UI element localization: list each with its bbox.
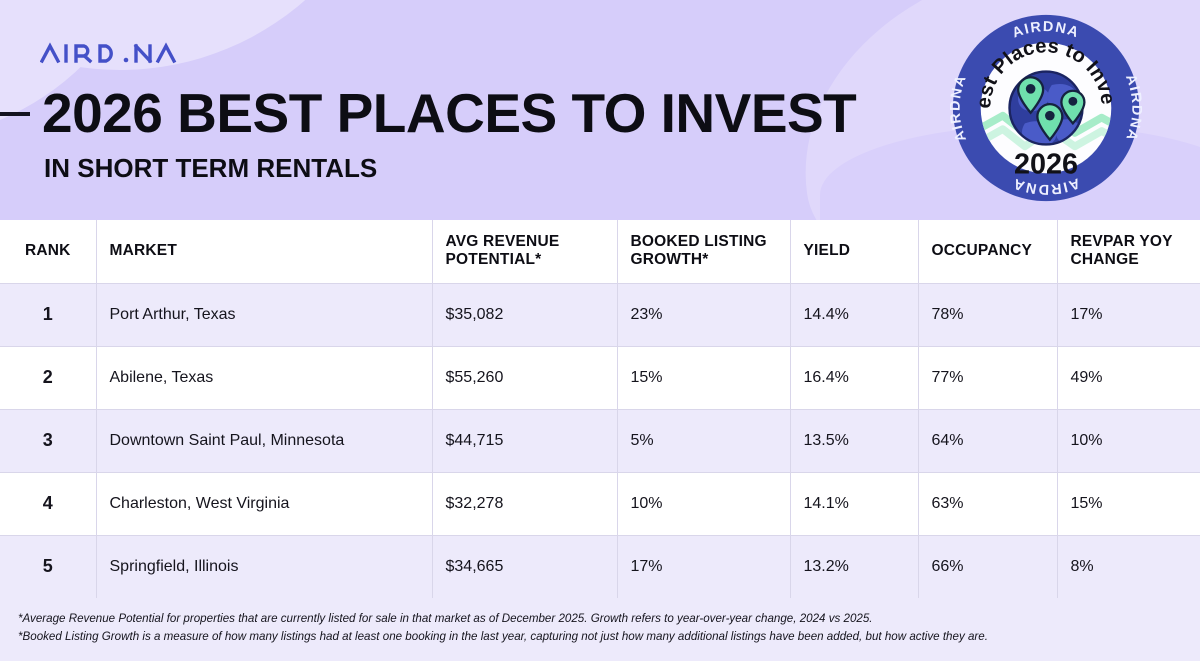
column-header-booked-listing-growth: BOOKED LISTING GROWTH* (617, 220, 791, 284)
cell-market: Downtown Saint Paul, Minnesota (96, 409, 433, 473)
badge-year: 2026 (1014, 148, 1078, 180)
cell-booked-listing-growth: 15% (617, 346, 791, 410)
cell-booked-listing-growth: 17% (617, 535, 791, 599)
cell-yield: 14.4% (790, 283, 919, 347)
cell-market: Springfield, Illinois (96, 535, 433, 599)
best-places-to-invest-badge: AIRDNA AIRDNA AIRDNA AIRDNA (943, 0, 1143, 204)
cell-revpar-yoy-change: 10% (1057, 409, 1200, 473)
footnote-booked-listing-growth: *Booked Listing Growth is a measure of h… (18, 629, 988, 643)
header-banner: 2026 BEST PLACES TO INVEST IN SHORT TERM… (0, 0, 1200, 220)
cell-revpar-yoy-change: 8% (1057, 535, 1200, 599)
column-header-revpar-yoy-change: REVPAR YOY CHANGE (1057, 220, 1200, 284)
table-row: 1 Port Arthur, Texas $35,082 23% 14.4% 7… (0, 283, 1200, 347)
cell-market: Charleston, West Virginia (96, 472, 433, 536)
column-header-occupancy: OCCUPANCY (918, 220, 1058, 284)
badge-map-pin-icons (1017, 76, 1086, 142)
cell-rank: 2 (0, 346, 97, 410)
cell-rank: 1 (0, 283, 97, 347)
rankings-table: RANK MARKET AVG REVENUE POTENTIAL* BOOKE… (0, 220, 1200, 599)
page-title: 2026 BEST PLACES TO INVEST (42, 82, 857, 144)
airdna-logo-icon (40, 42, 177, 64)
cell-booked-listing-growth: 10% (617, 472, 791, 536)
cell-avg-revenue-potential: $35,082 (432, 283, 618, 347)
cell-avg-revenue-potential: $44,715 (432, 409, 618, 473)
badge-ring-text-right: AIRDNA (1122, 72, 1142, 144)
cell-booked-listing-growth: 23% (617, 283, 791, 347)
table-header-row: RANK MARKET AVG REVENUE POTENTIAL* BOOKE… (0, 220, 1200, 284)
cell-yield: 16.4% (790, 346, 919, 410)
badge-ring-text-left: AIRDNA (950, 72, 970, 144)
cell-revpar-yoy-change: 15% (1057, 472, 1200, 536)
table-row: 3 Downtown Saint Paul, Minnesota $44,715… (0, 409, 1200, 473)
cell-avg-revenue-potential: $34,665 (432, 535, 618, 599)
cell-occupancy: 63% (918, 472, 1058, 536)
cell-avg-revenue-potential: $32,278 (432, 472, 618, 536)
cell-market: Abilene, Texas (96, 346, 433, 410)
cell-rank: 4 (0, 472, 97, 536)
badge-ring-text-top: AIRDNA (1010, 19, 1082, 42)
airdna-logo (40, 40, 180, 68)
title-accent-dash (0, 112, 30, 116)
cell-yield: 13.5% (790, 409, 919, 473)
badge-icon: AIRDNA AIRDNA AIRDNA AIRDNA (943, 0, 1143, 202)
cell-occupancy: 78% (918, 283, 1058, 347)
column-header-rank: RANK (0, 220, 97, 284)
cell-market: Port Arthur, Texas (96, 283, 433, 347)
column-header-avg-revenue-potential: AVG REVENUE POTENTIAL* (432, 220, 618, 284)
column-header-market: MARKET (96, 220, 433, 284)
footnotes-section: *Average Revenue Potential for propertie… (0, 598, 1200, 661)
table-row: 2 Abilene, Texas $55,260 15% 16.4% 77% 4… (0, 346, 1200, 410)
table-row: 5 Springfield, Illinois $34,665 17% 13.2… (0, 535, 1200, 599)
cell-revpar-yoy-change: 17% (1057, 283, 1200, 347)
footnote-avg-revenue-potential: *Average Revenue Potential for propertie… (18, 612, 873, 625)
cell-yield: 13.2% (790, 535, 919, 599)
cell-rank: 3 (0, 409, 97, 473)
column-header-yield: YIELD (790, 220, 919, 284)
cell-booked-listing-growth: 5% (617, 409, 791, 473)
rankings-table-container: RANK MARKET AVG REVENUE POTENTIAL* BOOKE… (0, 220, 1200, 599)
cell-occupancy: 66% (918, 535, 1058, 599)
cell-rank: 5 (0, 535, 97, 599)
table-row: 4 Charleston, West Virginia $32,278 10% … (0, 472, 1200, 536)
page-subtitle: IN SHORT TERM RENTALS (44, 153, 378, 183)
table-body: 1 Port Arthur, Texas $35,082 23% 14.4% 7… (0, 283, 1200, 599)
cell-occupancy: 77% (918, 346, 1058, 410)
cell-occupancy: 64% (918, 409, 1058, 473)
cell-avg-revenue-potential: $55,260 (432, 346, 618, 410)
cell-revpar-yoy-change: 49% (1057, 346, 1200, 410)
cell-yield: 14.1% (790, 472, 919, 536)
